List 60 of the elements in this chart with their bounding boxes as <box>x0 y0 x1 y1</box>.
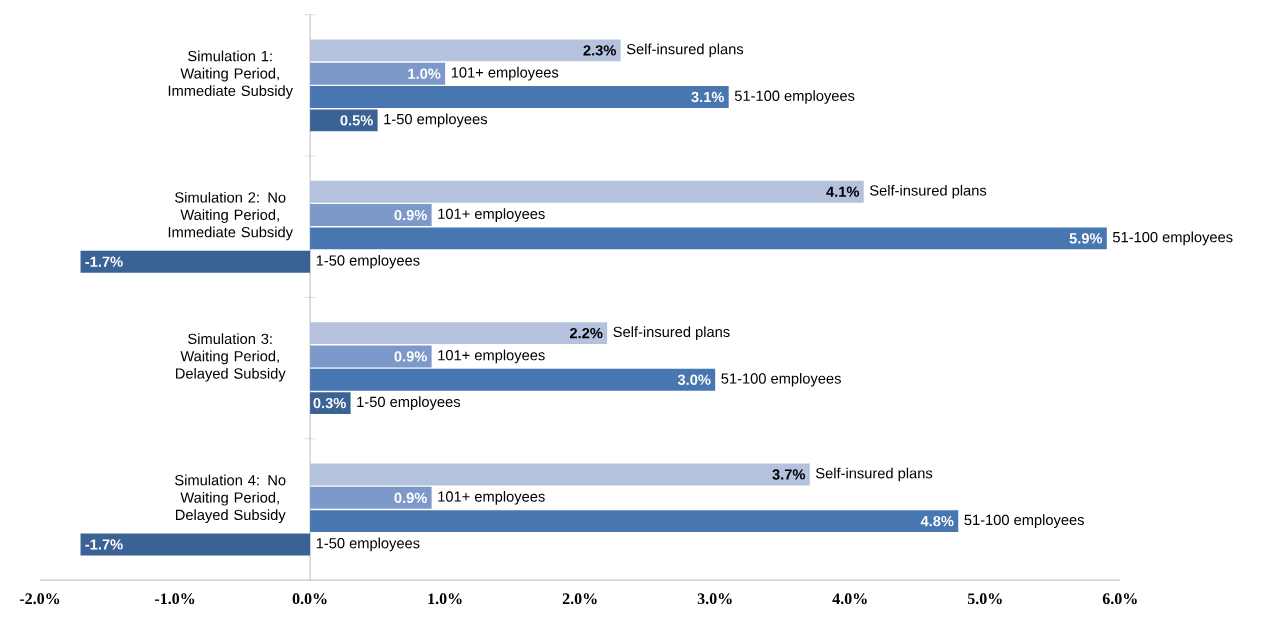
series-label: 1-50 employees <box>384 113 488 127</box>
data-label: -1.7% <box>85 539 123 550</box>
data-label: 3.7% <box>772 469 806 480</box>
bar <box>310 62 446 85</box>
text: 1-50 employees <box>357 396 461 410</box>
y-tick-label: Simulation 3: Waiting Period, Delayed Subsidy <box>176 333 286 382</box>
x-tick-label: -1.0% <box>154 593 195 604</box>
data-label: 0.5% <box>340 114 373 126</box>
bar <box>310 227 1107 250</box>
series-label: Self-insured plans <box>613 326 730 340</box>
data-label: -1.7% <box>85 256 123 267</box>
data-label: 4.1% <box>826 186 860 197</box>
text: 51-100 employees <box>1112 231 1233 245</box>
bar <box>310 203 432 226</box>
series-label: 51-100 employees <box>734 89 855 104</box>
x-tick-label: -2.0% <box>19 593 60 604</box>
bar <box>310 39 621 62</box>
text: 51-100 employees <box>964 514 1084 528</box>
x-tick-label: 3.0% <box>697 593 732 604</box>
data-label: 1.0% <box>408 68 441 79</box>
bar <box>80 250 311 273</box>
y-tick-label: Simulation 2: No Waiting Period, Immediate Subsidy <box>168 191 293 240</box>
text: 1-50 employees <box>316 537 420 552</box>
series-label: 101+ employees <box>451 66 559 81</box>
text: 1-50 employees <box>316 254 420 269</box>
data-label: 0.9% <box>394 209 427 221</box>
bar <box>310 180 864 203</box>
data-label: 2.3% <box>583 44 617 56</box>
bar <box>310 368 716 391</box>
x-tick-label: 2.0% <box>562 593 597 604</box>
x-tick-label: 5.0% <box>967 593 1002 604</box>
data-label: 5.9% <box>1069 232 1103 244</box>
text: 51-100 employees <box>721 372 841 387</box>
x-tick-label: 1.0% <box>428 593 462 604</box>
bar <box>310 463 810 486</box>
text: Self-insured plans <box>870 184 987 199</box>
x-tick-label: 0.0% <box>292 593 327 604</box>
bar <box>310 85 729 108</box>
text: Self-insured plans <box>815 467 933 482</box>
data-label: 2.2% <box>569 327 603 339</box>
text: 101+ employees <box>438 490 545 505</box>
bar <box>310 509 959 532</box>
data-label: 3.1% <box>691 91 725 102</box>
y-tick-label: Simulation 4: No Waiting Period, Delayed Subsidy <box>175 474 286 523</box>
text: 101+ employees <box>438 208 545 222</box>
text: 101+ employees <box>438 349 545 364</box>
data-label: 0.3% <box>313 397 346 409</box>
y-tick-label: Simulation 1: Waiting Period, Immediate Subsidy <box>168 50 293 99</box>
text: Self-insured plans <box>626 43 744 57</box>
data-label: 0.9% <box>394 492 427 503</box>
data-label: 0.9% <box>394 351 427 362</box>
x-tick-label: 6.0% <box>1102 593 1137 604</box>
bar <box>310 345 432 368</box>
x-tick-label: 4.0% <box>832 593 867 604</box>
data-label: 4.8% <box>920 515 954 527</box>
bar <box>310 321 608 344</box>
data-label: 3.0% <box>677 374 711 385</box>
bar <box>80 533 311 556</box>
bar <box>310 486 432 509</box>
bar <box>310 109 378 132</box>
